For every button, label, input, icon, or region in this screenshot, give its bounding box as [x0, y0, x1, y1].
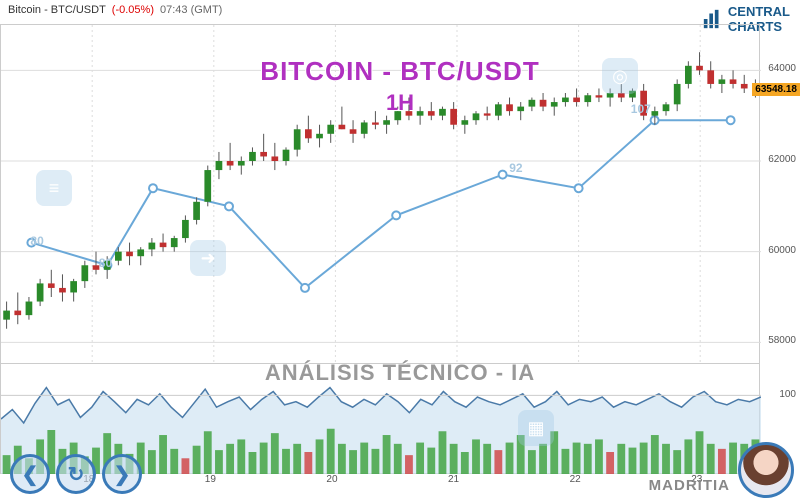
watermark-icon: ▦ — [518, 410, 554, 446]
chart-timeframe-overlay: 1H — [386, 90, 414, 116]
nav-button[interactable]: ❮ — [10, 454, 50, 494]
watermark-icon: ≡ — [36, 170, 72, 206]
price-axis: 5800060000620006400063548.18 — [760, 24, 800, 364]
indicator-ytick: 100 — [779, 389, 796, 400]
user-avatar[interactable] — [738, 442, 794, 498]
ytick-label: 62000 — [768, 154, 796, 165]
chart-header: Bitcoin - BTC/USDT (-0.05%) 07:43 (GMT) — [0, 0, 800, 20]
wm-number: 80 — [99, 256, 112, 270]
time-label: 07:43 (GMT) — [160, 4, 222, 16]
watermark-icon: ➜ — [190, 240, 226, 276]
xtick-label: 21 — [448, 474, 459, 485]
change-label: (-0.05%) — [112, 4, 154, 16]
wm-number: 92 — [509, 161, 522, 175]
xtick-label: 20 — [326, 474, 337, 485]
price-chart[interactable] — [0, 24, 760, 364]
wm-number: 80 — [30, 234, 43, 248]
nav-button[interactable]: ❯ — [102, 454, 142, 494]
brand-label: MADRITIA — [649, 477, 730, 494]
nav-button[interactable]: ↻ — [56, 454, 96, 494]
ytick-label: 58000 — [768, 335, 796, 346]
current-price-tag: 63548.18 — [752, 83, 800, 96]
xtick-label: 19 — [205, 474, 216, 485]
xtick-label: 22 — [570, 474, 581, 485]
symbol-label: Bitcoin - BTC/USDT — [8, 4, 106, 16]
ytick-label: 64000 — [768, 63, 796, 74]
wm-number: 107 — [631, 102, 651, 116]
ytick-label: 60000 — [768, 245, 796, 256]
watermark-icon: ◎ — [602, 58, 638, 94]
